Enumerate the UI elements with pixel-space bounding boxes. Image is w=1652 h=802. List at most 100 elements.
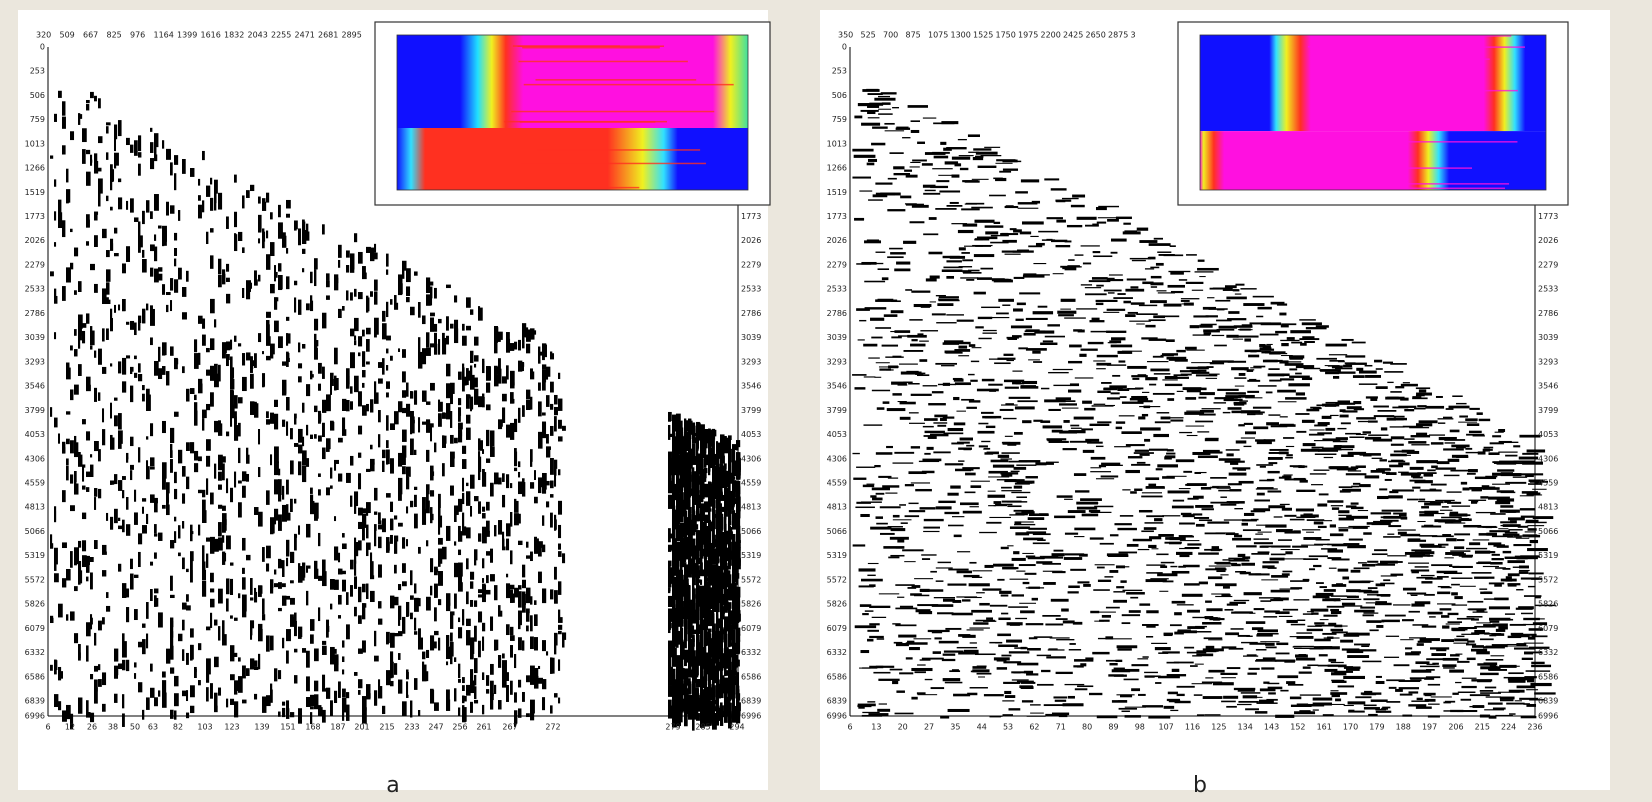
trace	[154, 361, 159, 376]
trace	[426, 401, 430, 404]
trace	[382, 518, 386, 532]
trace	[1492, 554, 1500, 556]
trace	[1042, 615, 1060, 617]
trace	[474, 686, 476, 699]
trace	[266, 254, 270, 270]
trace	[1486, 696, 1501, 697]
trace	[954, 422, 965, 425]
trace	[1279, 616, 1293, 617]
trace	[146, 460, 148, 468]
trace	[74, 561, 77, 566]
trace	[712, 464, 715, 478]
trace	[1349, 436, 1364, 438]
bottom-axis-label: 12	[65, 723, 75, 732]
trace	[306, 524, 310, 538]
trace	[174, 233, 177, 241]
trace	[450, 452, 455, 459]
trace	[1473, 539, 1490, 540]
trace	[732, 634, 735, 638]
trace	[550, 382, 554, 393]
trace	[270, 454, 272, 465]
trace	[676, 582, 680, 588]
trace	[206, 456, 210, 467]
trace	[382, 706, 385, 714]
trace	[230, 674, 235, 680]
trace	[1479, 419, 1491, 421]
trace	[346, 473, 351, 483]
trace	[82, 540, 86, 551]
trace	[410, 501, 413, 507]
trace	[558, 610, 560, 618]
bottom-axis-label: 82	[173, 723, 183, 732]
trace	[434, 324, 437, 332]
trace	[542, 640, 546, 651]
left-axis-label: 6586	[25, 672, 45, 681]
trace	[965, 473, 976, 476]
trace	[350, 386, 353, 393]
trace	[174, 676, 179, 686]
trace	[676, 493, 680, 508]
trace	[226, 216, 229, 228]
trace	[286, 629, 291, 641]
trace	[858, 339, 865, 340]
trace	[1025, 573, 1037, 575]
trace	[1411, 569, 1429, 571]
trace	[466, 415, 470, 424]
trace	[680, 421, 683, 436]
trace	[126, 588, 129, 597]
trace	[968, 374, 975, 375]
trace	[1063, 620, 1075, 623]
trace	[214, 193, 217, 203]
trace	[688, 475, 692, 482]
right-axis-label: 6839	[741, 696, 761, 705]
trace	[510, 550, 512, 564]
trace	[198, 205, 202, 219]
trace	[142, 250, 144, 258]
trace	[1138, 416, 1145, 419]
trace	[720, 434, 725, 447]
trace	[878, 109, 891, 110]
trace	[1056, 672, 1073, 674]
trace	[1034, 636, 1052, 638]
trace	[530, 482, 534, 489]
trace	[310, 272, 313, 283]
trace	[434, 631, 439, 635]
trace	[1358, 562, 1367, 563]
trace	[708, 450, 713, 463]
trace	[134, 140, 138, 156]
trace	[294, 649, 297, 653]
trace	[294, 281, 297, 286]
trace	[458, 618, 460, 623]
trace	[854, 155, 876, 158]
trace	[1229, 648, 1244, 650]
trace	[676, 655, 680, 669]
trace	[995, 163, 1012, 164]
trace	[262, 547, 265, 562]
trace	[970, 506, 979, 507]
trace	[226, 264, 229, 272]
trace	[1296, 490, 1315, 492]
trace	[374, 280, 378, 291]
trace	[234, 653, 237, 657]
trace	[692, 558, 695, 572]
trace	[668, 545, 672, 551]
trace	[1301, 449, 1320, 452]
trace	[266, 635, 270, 651]
trace	[668, 598, 672, 607]
trace	[1260, 641, 1279, 642]
trace	[1356, 417, 1376, 419]
trace	[470, 351, 473, 363]
trace	[410, 411, 414, 428]
trace	[170, 300, 172, 311]
trace	[1183, 471, 1192, 473]
trace	[490, 549, 493, 563]
trace	[298, 376, 302, 382]
trace	[222, 620, 225, 636]
trace	[668, 644, 672, 657]
trace	[214, 620, 217, 626]
trace	[190, 706, 194, 713]
trace	[518, 541, 523, 545]
trace	[995, 504, 1012, 505]
trace	[246, 280, 251, 292]
trace	[1339, 486, 1353, 488]
